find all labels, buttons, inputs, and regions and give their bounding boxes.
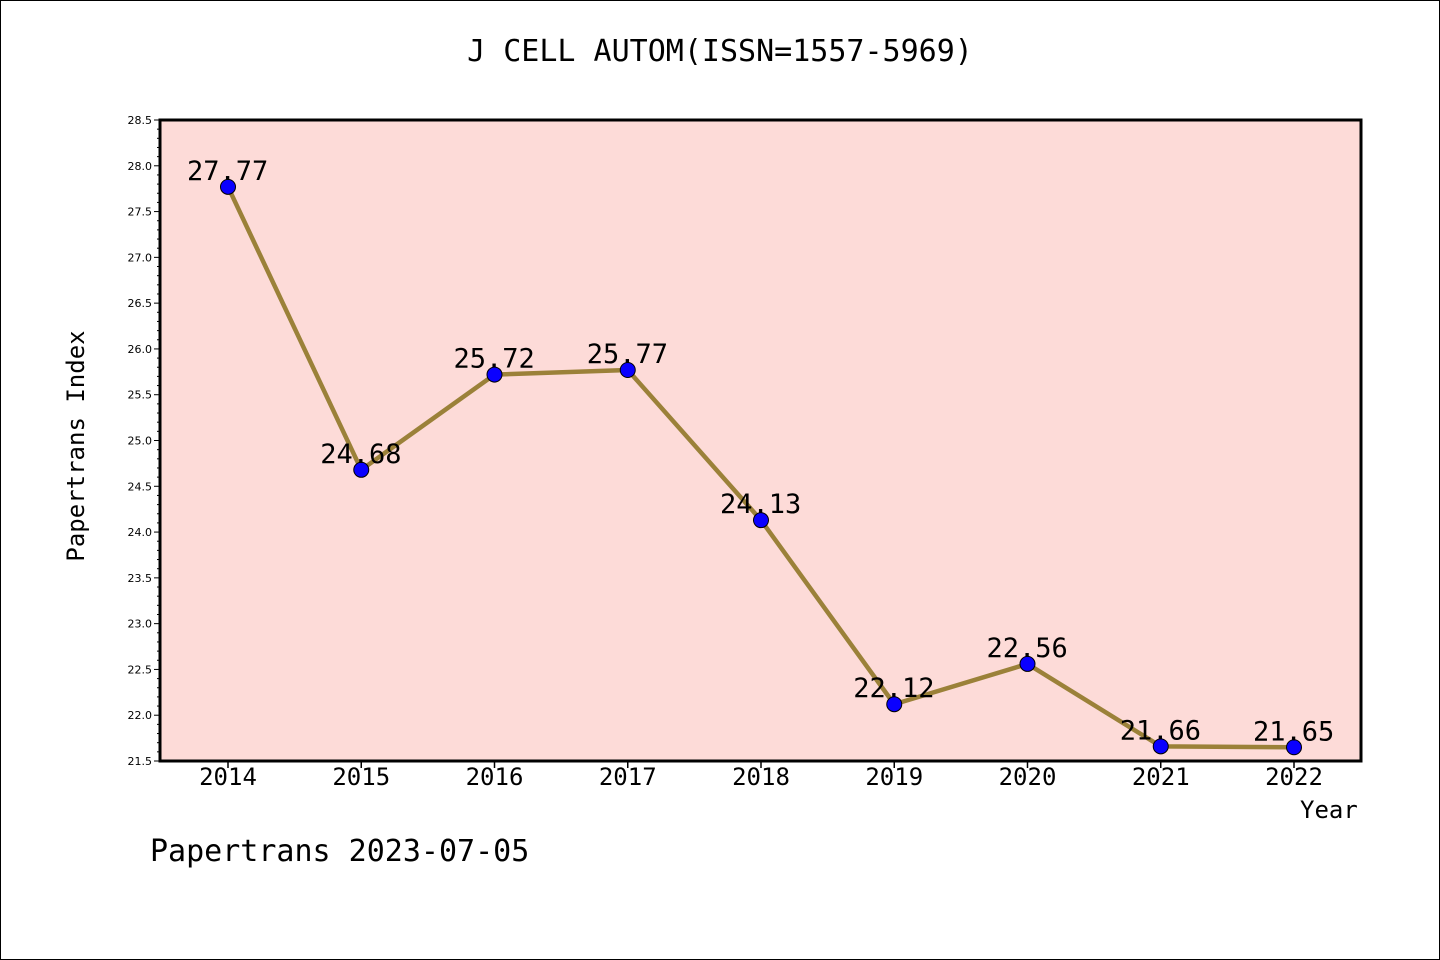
y-tick-label: 21.5 [128, 755, 153, 768]
chart-title: J CELL AUTOM(ISSN=1557-5969) [467, 34, 973, 69]
data-label: 21.65 [1253, 716, 1334, 747]
data-point [220, 178, 236, 195]
data-label: 22.56 [987, 633, 1068, 664]
plot-area [160, 120, 1361, 761]
data-label: 25.72 [454, 344, 535, 375]
y-tick-label: 27.0 [128, 251, 153, 264]
x-tick-label: 2017 [599, 763, 657, 791]
data-point [619, 361, 636, 378]
data-point [1019, 655, 1036, 672]
plot-border [158, 118, 1363, 763]
data-label: 24.68 [320, 439, 401, 470]
y-tick-label: 23.0 [128, 618, 153, 631]
data-label: 27.77 [187, 156, 268, 187]
y-tick-label: 25.5 [128, 389, 153, 402]
data-label: 25.77 [587, 339, 668, 370]
y-tick-label: 28.5 [128, 114, 153, 127]
data-point [753, 512, 769, 529]
x-tick-label: 2016 [466, 763, 524, 791]
y-tick-label: 26.5 [128, 297, 153, 310]
x-tick-label: 2019 [865, 763, 923, 791]
x-tick-label: 2020 [999, 763, 1057, 791]
y-tick-label: 24.5 [128, 480, 153, 493]
data-point [1152, 738, 1169, 755]
y-tick-label: 23.5 [128, 572, 153, 585]
data-label: 22.12 [853, 673, 934, 704]
x-tick-label: 2022 [1265, 763, 1323, 791]
x-tick-label: 2015 [332, 763, 390, 791]
data-label: 24.13 [720, 489, 801, 520]
y-tick-label: 22.5 [128, 663, 153, 676]
data-point [886, 696, 903, 713]
y-tick-label: 26.0 [128, 343, 153, 356]
data-point [1286, 739, 1302, 756]
x-tick-label: 2021 [1132, 763, 1190, 791]
x-axis-label: Year [1300, 796, 1358, 824]
footer-credit: Papertrans 2023-07-05 [150, 834, 530, 869]
data-label: 21.66 [1120, 715, 1201, 746]
data-point [353, 461, 370, 478]
y-tick-label: 27.5 [128, 206, 153, 219]
x-tick-label: 2018 [732, 763, 790, 791]
data-point [486, 366, 503, 383]
y-tick-label: 24.0 [128, 526, 153, 539]
x-tick-label: 2014 [199, 763, 257, 791]
y-tick-label: 25.0 [128, 435, 153, 448]
y-tick-label: 28.0 [128, 160, 153, 173]
y-tick-label: 22.0 [128, 709, 153, 722]
